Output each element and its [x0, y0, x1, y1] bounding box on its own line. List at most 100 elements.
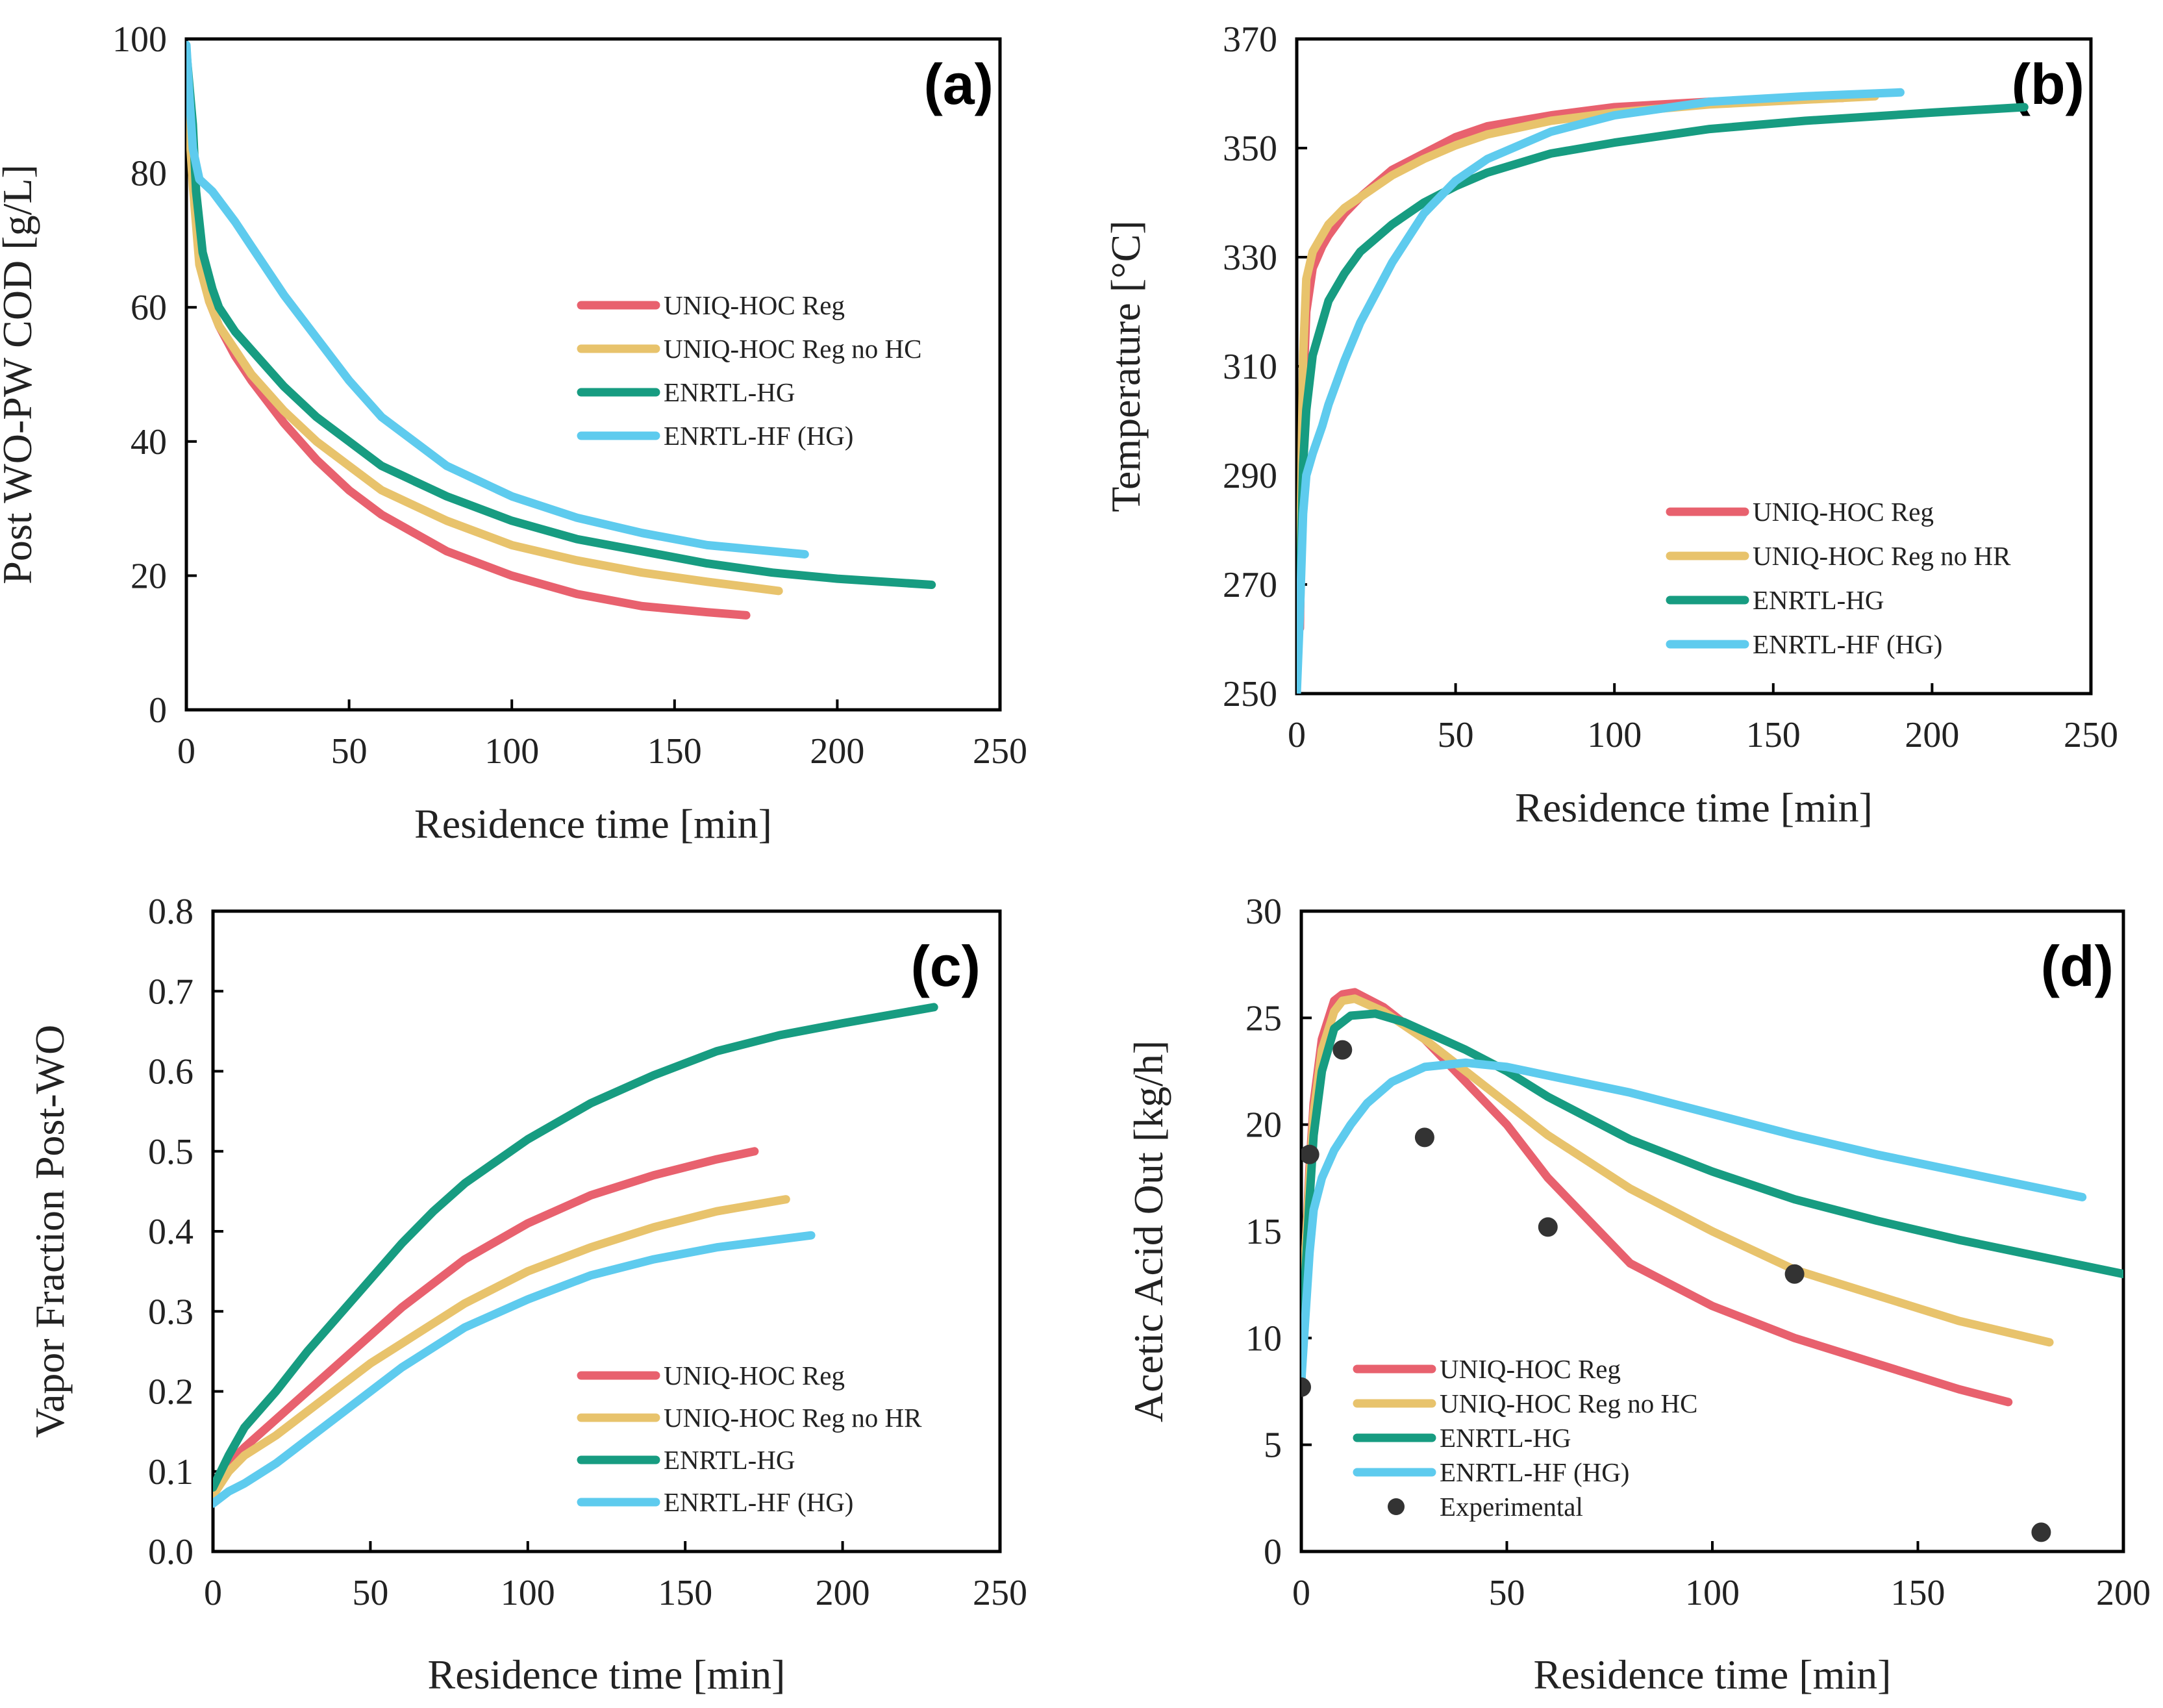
x-tick-label: 100: [501, 1573, 555, 1613]
legend-label: ENRTL-HF (HG): [1753, 629, 1942, 659]
plot-frame: [1295, 37, 2093, 696]
y-tick-label: 60: [131, 288, 167, 328]
series-line-enrtl-hg: [1297, 103, 2029, 600]
y-tick-label: 0: [1264, 1532, 1282, 1572]
legend: UNIQ-HOC Reg UNIQ-HOC Reg no HC ENRTL-HG EN…: [1353, 1354, 1697, 1522]
x-tick-label: 250: [973, 1573, 1027, 1613]
x-tick-label: 250: [2064, 715, 2118, 755]
legend-label: ENRTL-HF (HG): [664, 421, 853, 451]
y-tick-label: 0: [149, 690, 167, 731]
y-tick-label: 0.7: [148, 972, 194, 1012]
x-tick-label: 250: [973, 731, 1027, 772]
x-tick-label: 150: [1891, 1573, 1945, 1613]
x-tick-label: 200: [810, 731, 864, 772]
legend-label: UNIQ-HOC Reg: [1440, 1354, 1621, 1384]
legend-label: Experimental: [1440, 1492, 1583, 1522]
legend-label: UNIQ-HOC Reg: [664, 290, 845, 320]
x-tick-label: 150: [647, 731, 702, 772]
x-tick-label: 50: [1489, 1573, 1525, 1613]
legend: UNIQ-HOC Reg UNIQ-HOC Reg no HR ENRTL-HG EN…: [1666, 497, 2011, 659]
y-axis-label: Temperature [°C]: [1103, 220, 1149, 512]
y-axis-label: Vapor Fraction Post-WO: [27, 1025, 73, 1438]
experimental-point: [2031, 1522, 2051, 1542]
y-tick-label: 20: [1245, 1105, 1282, 1146]
x-tick-label: 200: [816, 1573, 870, 1613]
y-tick-label: 0.5: [148, 1132, 194, 1172]
x-tick-label: 100: [1587, 715, 1642, 755]
experimental-point: [1301, 1144, 1319, 1164]
x-axis-label: Residence time [min]: [1534, 1651, 1892, 1698]
y-tick-label: 30: [1245, 892, 1282, 932]
x-tick-label: 100: [1685, 1573, 1740, 1613]
x-tick-label: 0: [177, 731, 195, 772]
panel-label: (d): [2041, 934, 2114, 998]
y-tick-label: 0.0: [148, 1532, 194, 1572]
legend-label: ENRTL-HG: [1440, 1423, 1571, 1453]
series-line-enrtl-hg: [213, 1003, 938, 1492]
plot-area: [213, 1003, 938, 1508]
legend-label: UNIQ-HOC Reg no HR: [1753, 541, 2011, 571]
plot-area: [186, 40, 936, 620]
y-tick-label: 310: [1223, 347, 1277, 387]
y-tick-label: 0.2: [148, 1372, 194, 1413]
panel-a-cod-chart: 0 50 100 150 200 250 0 20 40 60 80 100 Residence tim…: [0, 19, 1027, 847]
experimental-point: [1784, 1264, 1805, 1284]
experimental-point: [1538, 1217, 1558, 1237]
x-tick-label: 0: [1288, 715, 1306, 755]
experimental-point: [1332, 1040, 1353, 1060]
x-tick-label: 200: [1905, 715, 1959, 755]
y-tick-label: 370: [1223, 19, 1277, 60]
experimental-point: [1414, 1127, 1434, 1148]
legend-label: ENRTL-HG: [1753, 585, 1884, 615]
x-tick-label: 200: [2096, 1573, 2151, 1613]
y-tick-label: 270: [1223, 565, 1277, 605]
legend: UNIQ-HOC Reg UNIQ-HOC Reg no HC ENRTL-HG EN…: [577, 290, 921, 451]
x-tick-label: 150: [1746, 715, 1801, 755]
x-tick-label: 0: [204, 1573, 222, 1613]
series-line-uniq-hoc-reg: [213, 1147, 759, 1500]
x-axis-label: Residence time [min]: [428, 1651, 786, 1698]
legend-label: ENRTL-HF (HG): [664, 1487, 853, 1517]
legend-label: UNIQ-HOC Reg no HC: [1440, 1388, 1697, 1418]
y-axis-label: Acetic Acid Out [kg/h]: [1125, 1040, 1171, 1422]
legend-label: UNIQ-HOC Reg: [664, 1361, 845, 1390]
plot-frame: [184, 37, 1002, 712]
series-line-enrtl-hf-hg-: [186, 40, 809, 559]
plot-area: [1297, 88, 2029, 694]
y-tick-label: 10: [1245, 1318, 1282, 1359]
y-axis-label: Post WO-PW COD [g/L]: [0, 164, 40, 584]
y-tick-label: 0.1: [148, 1452, 194, 1492]
plot-area: [1301, 988, 2123, 1542]
y-tick-label: 25: [1245, 998, 1282, 1038]
series-line-uniq-hoc-reg-no-hc: [1301, 994, 2054, 1364]
series-line-enrtl-hg: [186, 47, 936, 589]
series-line-enrtl-hf-hg-: [1301, 1058, 2087, 1385]
experimental-point: [1301, 1377, 1311, 1397]
legend-label: ENRTL-HG: [664, 377, 795, 407]
series-line-uniq-hoc-reg-no-hr: [213, 1195, 790, 1500]
panel-c-vapor-fraction-chart: 0 50 100 150 200 250 0.0 0.1 0.2 0.3 0.4 0.5 0.6 0.7 0…: [27, 892, 1027, 1698]
y-tick-label: 0.6: [148, 1052, 194, 1092]
panel-b-temperature-chart: 0 50 100 150 200 250 250 270 290 310 330 350 370 Resi…: [1103, 19, 2118, 831]
panel-label: (c): [910, 934, 981, 998]
legend-swatch: [1388, 1498, 1405, 1515]
y-tick-label: 290: [1223, 456, 1277, 496]
legend-label: UNIQ-HOC Reg no HC: [664, 334, 921, 364]
x-tick-label: 50: [352, 1573, 388, 1613]
y-tick-label: 5: [1264, 1425, 1282, 1466]
x-axis-label: Residence time [min]: [414, 801, 772, 847]
legend-label: ENRTL-HF (HG): [1440, 1457, 1629, 1487]
y-tick-label: 0.4: [148, 1212, 194, 1252]
series-line-uniq-hoc-reg-no-hr: [1297, 92, 1879, 589]
x-tick-label: 150: [658, 1573, 712, 1613]
panel-d-acetic-acid-chart: 0 50 100 150 200 0 5 10 15 20 25 30 Residence time […: [1125, 892, 2151, 1698]
y-tick-label: 0.3: [148, 1292, 194, 1332]
plot-frame: [211, 909, 1002, 1553]
series-line-enrtl-hg: [1301, 1009, 2123, 1385]
y-tick-label: 40: [131, 422, 167, 462]
series-line-uniq-hoc-reg-no-hc: [186, 77, 783, 596]
x-tick-label: 50: [331, 731, 368, 772]
x-tick-label: 50: [1438, 715, 1474, 755]
x-tick-label: 0: [1292, 1573, 1310, 1613]
